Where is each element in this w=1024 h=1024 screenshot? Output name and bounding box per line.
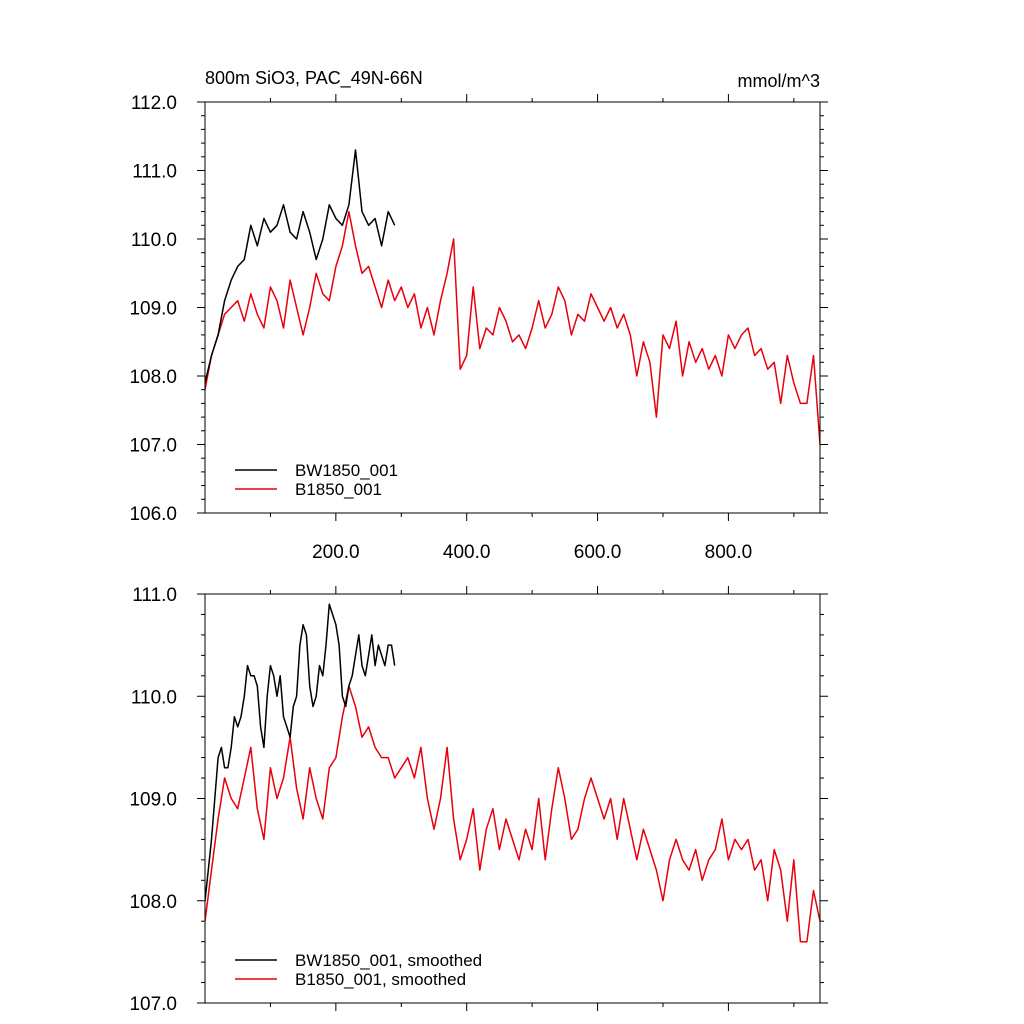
series-line-red <box>205 210 820 445</box>
series-line-black <box>205 603 396 901</box>
plot-frame <box>204 593 821 1004</box>
y-tick-label: 107.0 <box>129 436 177 457</box>
x-tick-label: 400.0 <box>443 542 491 563</box>
chart-title: 800m SiO3, PAC_49N-66N <box>205 68 423 89</box>
x-tick-label: 200.0 <box>312 542 360 563</box>
y-tick-label: 111.0 <box>132 585 177 606</box>
top-panel: 200.0 400.0 600.0 800.0 106.0 107.0 108.0 109.0… <box>129 68 828 563</box>
legend-label: BW1850_001, smoothed <box>295 951 482 970</box>
y-tick-label: 112.0 <box>131 93 177 114</box>
y-tick-label: 108.0 <box>129 367 177 388</box>
y-tick-label: 111.0 <box>132 162 177 183</box>
legend-label: B1850_001 <box>295 480 382 499</box>
legend-label: BW1850_001 <box>295 461 398 480</box>
y-tick-label: 108.0 <box>129 892 177 913</box>
units-label: mmol/m^3 <box>738 71 820 91</box>
series-line-black <box>205 149 396 383</box>
y-tick-label: 110.0 <box>131 230 177 251</box>
x-tick-label: 800.0 <box>705 542 753 563</box>
x-tick-label: 600.0 <box>574 542 622 563</box>
legend-label: B1850_001, smoothed <box>295 970 466 989</box>
bottom-panel: 107.0 108.0 109.0 110.0 111.0 BW1850_001, smo… <box>129 585 828 1015</box>
y-tick-label: 107.0 <box>129 994 177 1015</box>
y-tick-label: 109.0 <box>129 790 177 811</box>
y-tick-label: 106.0 <box>129 504 177 525</box>
y-tick-label: 109.0 <box>129 299 177 320</box>
y-tick-label: 110.0 <box>131 687 177 708</box>
series-line-red <box>205 685 820 943</box>
